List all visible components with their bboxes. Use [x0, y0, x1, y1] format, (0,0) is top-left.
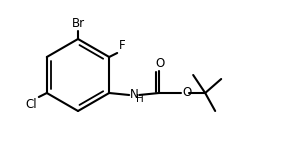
Text: Cl: Cl — [25, 98, 37, 111]
Text: O: O — [155, 57, 165, 70]
Text: F: F — [119, 39, 126, 52]
Text: Br: Br — [71, 17, 85, 30]
Text: O: O — [182, 87, 191, 100]
Text: H: H — [136, 94, 144, 104]
Text: N: N — [130, 89, 139, 101]
